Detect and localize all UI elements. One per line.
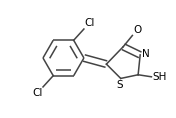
Text: O: O <box>133 25 141 35</box>
Text: N: N <box>142 49 150 59</box>
Text: S: S <box>116 80 123 90</box>
Text: SH: SH <box>152 72 166 82</box>
Text: Cl: Cl <box>32 88 43 98</box>
Text: Cl: Cl <box>84 18 95 28</box>
